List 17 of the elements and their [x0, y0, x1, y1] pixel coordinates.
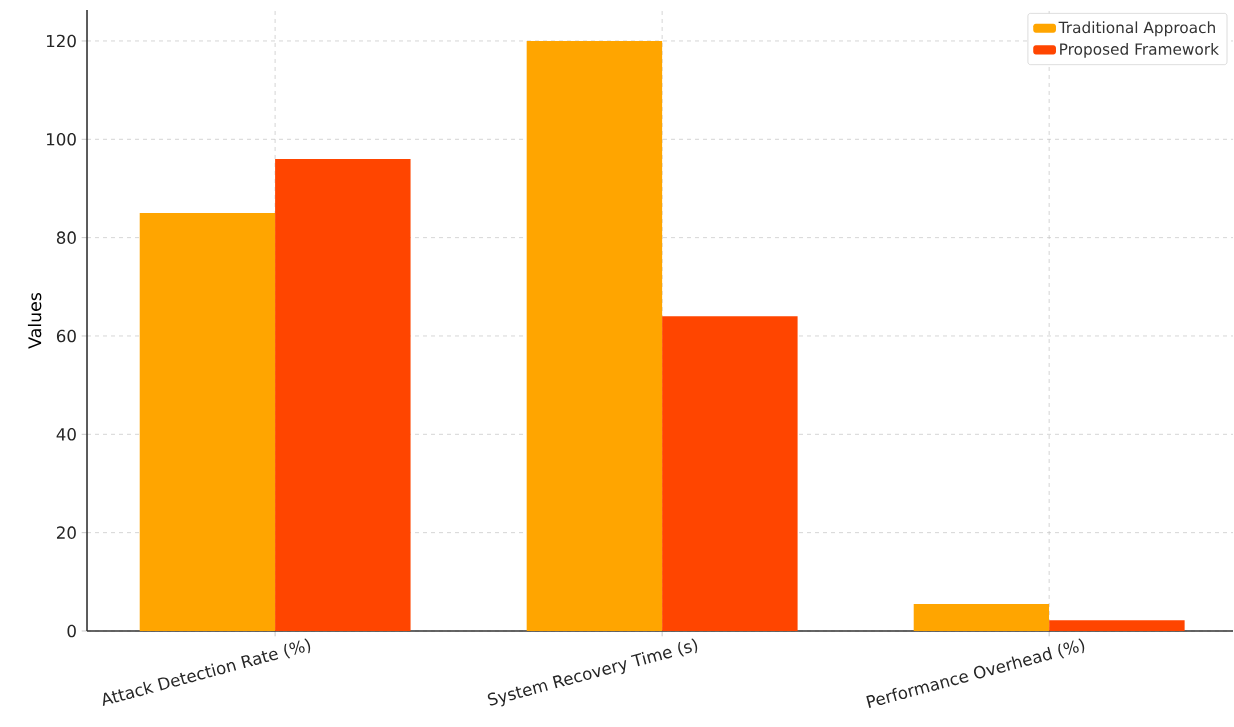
x-tick-label: System Recovery Time (s): [487, 638, 698, 707]
bar: [913, 603, 1050, 631]
y-axis-title: Values: [27, 293, 42, 349]
bar: [662, 316, 798, 631]
bar: [139, 213, 276, 631]
legend-label: Traditional Approach: [1058, 21, 1215, 37]
y-tick-label: 40: [56, 428, 76, 441]
bar: [1049, 620, 1185, 631]
bar: [275, 158, 411, 631]
y-tick-label: 120: [46, 34, 76, 48]
y-tick-label: 20: [56, 526, 76, 539]
y-tick-label: 100: [46, 132, 76, 146]
y-tick-label: 60: [56, 329, 76, 343]
y-tick-label: 80: [56, 231, 76, 244]
bar: [526, 40, 663, 631]
y-tick-label: 0: [67, 624, 76, 638]
legend-label: Proposed Framework: [1060, 43, 1219, 58]
